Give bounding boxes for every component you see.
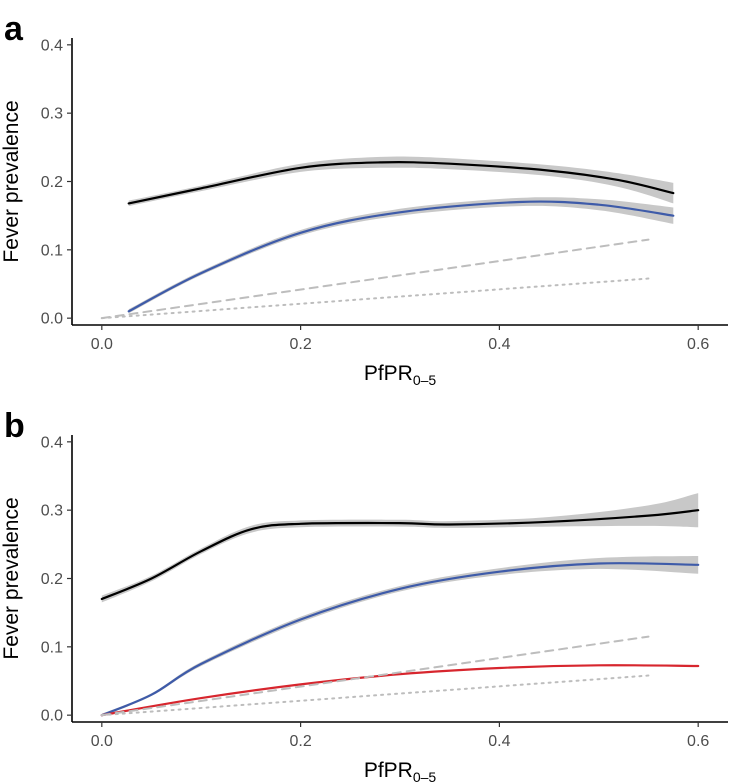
x-axis-title: PfPR0–5: [364, 362, 437, 388]
x-tick-label: 0.0: [91, 336, 113, 353]
series-line-1: [100, 562, 700, 717]
confidence-band-0: [101, 493, 699, 603]
x-tick-label: 0.6: [687, 336, 709, 353]
y-axis-title: Fever prevalence: [0, 497, 23, 659]
series-line-3: [100, 277, 650, 320]
x-tick-label: 0.4: [488, 336, 510, 353]
y-tick-label: 0.1: [41, 242, 63, 259]
x-tick-label: 0.6: [687, 733, 709, 750]
y-tick-label: 0.1: [41, 639, 63, 656]
y-tick-label: 0.0: [41, 708, 63, 725]
series-line-2: [100, 664, 700, 717]
x-tick-label: 0.0: [91, 733, 113, 750]
series-line-2: [100, 238, 650, 320]
y-tick-label: 0.3: [41, 503, 63, 520]
series-line-1: [127, 200, 675, 313]
y-tick-label: 0.2: [41, 571, 63, 588]
y-tick-label: 0.3: [41, 106, 63, 123]
series-line-0: [127, 161, 675, 205]
confidence-band-1: [128, 197, 674, 314]
series-line-0: [100, 509, 700, 601]
x-axis-title: PfPR0–5: [364, 759, 437, 783]
confidence-band-0: [128, 156, 674, 207]
panel-a: a 0.0 0.1 0.2 0.3 0.4 0.0 0.2 0.4 0.6 PfPR0–5 Fever…: [0, 10, 728, 388]
y-tick-label: 0.0: [41, 311, 63, 328]
y-tick-label: 0.4: [41, 434, 63, 451]
confidence-band-1: [101, 556, 699, 717]
panel-b: b 0.0 0.1 0.2 0.3 0.4 0.0 0.2 0.4 0.6 PfPR0–5 Fever…: [0, 407, 728, 783]
y-tick-label: 0.4: [41, 37, 63, 54]
x-tick-label: 0.4: [488, 733, 510, 750]
x-tick-label: 0.2: [289, 336, 311, 353]
y-tick-label: 0.2: [41, 174, 63, 191]
series-line-4: [100, 674, 650, 717]
y-axis-title: Fever prevalence: [0, 100, 23, 262]
x-tick-label: 0.2: [289, 733, 311, 750]
panel-tag-a: a: [4, 10, 24, 48]
panel-tag-b: b: [4, 407, 25, 445]
series-line-3: [100, 635, 650, 717]
